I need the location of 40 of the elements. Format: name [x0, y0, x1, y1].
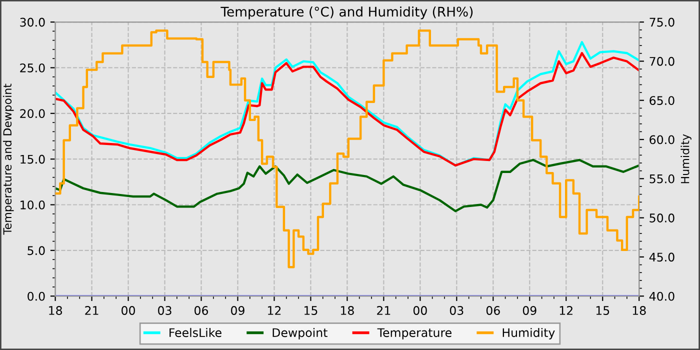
legend-label: Temperature	[377, 328, 452, 340]
legend-label: Humidity	[502, 328, 555, 340]
chart-title: Temperature (°C) and Humidity (RH%)	[220, 6, 473, 20]
line-series	[55, 158, 640, 212]
x-tick-label: 06	[486, 306, 500, 315]
y-tick-label: 15.0	[20, 154, 45, 164]
x-tick-label: 18	[340, 306, 354, 315]
y-tick-label: 25.0	[20, 63, 45, 72]
x-tick-label: 15	[304, 306, 318, 315]
y-tick-label: 5.0	[28, 246, 45, 256]
y2-tick-label: 60.0	[650, 135, 674, 144]
y2-tick-label: 75.0	[650, 18, 674, 27]
x-tick-label: 12	[560, 306, 572, 315]
y-tick-label: 0.0	[28, 292, 45, 301]
x-tick-label: 03	[158, 306, 172, 315]
y2-axis-title: Humidity	[680, 134, 692, 184]
x-tick-label: 03	[450, 306, 464, 315]
x-tick-label: 00	[122, 306, 135, 315]
x-tick-label: 21	[85, 306, 98, 315]
x-tick-label: 09	[522, 306, 536, 315]
x-tick-label: 06	[194, 306, 208, 315]
legend-label: Dewpoint	[272, 328, 328, 340]
x-tick-label: 09	[231, 306, 244, 315]
y2-tick-label: 50.0	[650, 214, 674, 222]
y2-tick-label: 55.0	[650, 174, 674, 184]
y-tick-label: 30.0	[20, 18, 45, 27]
x-tick-label: 18	[49, 306, 62, 315]
y-tick-label: 10.0	[20, 200, 45, 210]
x-tick-label: 21	[377, 306, 390, 315]
x-tick-label: 00	[413, 306, 427, 315]
x-tick-label: 12	[268, 306, 281, 315]
y2-tick-label: 40.0	[649, 292, 674, 301]
y2-tick-label: 70.0	[650, 56, 674, 66]
legend-label: FeelsLike	[170, 328, 222, 338]
x-tick-label: 15	[596, 306, 610, 315]
y-tick-label: 20.0	[20, 109, 45, 118]
y2-tick-label: 45.0	[649, 252, 674, 262]
y2-tick-label: 65.0	[650, 96, 674, 106]
x-tick-label: 18	[632, 306, 646, 315]
y-axis-title: Temperature and Dewpoint	[2, 84, 14, 235]
